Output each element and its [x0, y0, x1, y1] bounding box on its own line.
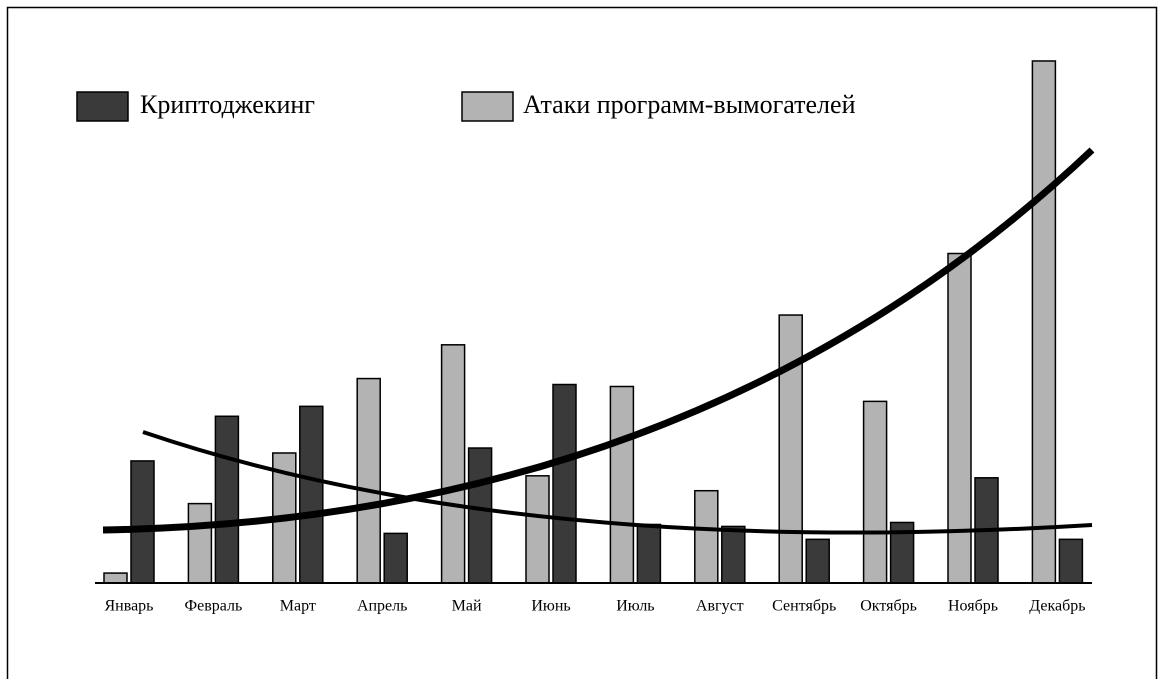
x-tick-label: Март — [280, 598, 316, 615]
legend-swatch — [461, 91, 514, 122]
legend-label: Криптоджекинг — [140, 90, 315, 119]
bar — [440, 344, 466, 584]
bar — [383, 532, 408, 584]
bar — [187, 502, 213, 584]
x-tick-label: Сентябрь — [772, 598, 836, 615]
bar — [805, 538, 830, 584]
x-tick-label: Ноябрь — [948, 598, 998, 615]
x-tick-label: Июнь — [531, 598, 570, 615]
frame — [6, 6, 1158, 679]
bars — [103, 60, 1084, 584]
bar — [214, 415, 240, 584]
bar — [1031, 60, 1057, 584]
trend-line — [142, 430, 1093, 535]
bar — [862, 400, 888, 584]
bar — [609, 385, 635, 584]
bar — [778, 314, 803, 584]
bar — [103, 572, 128, 584]
x-tick-label: Февраль — [184, 598, 242, 615]
bar — [299, 405, 324, 584]
bar — [694, 489, 719, 584]
bar — [525, 475, 550, 584]
legend-swatch — [76, 91, 129, 122]
bar — [552, 383, 577, 584]
legend-label: Атаки программ-вымогателей — [523, 90, 856, 119]
bar — [721, 525, 746, 584]
x-tick-label: Май — [452, 598, 482, 615]
bar — [636, 523, 662, 584]
x-tick-label: Октябрь — [860, 598, 917, 615]
x-tick-label: Август — [696, 598, 744, 615]
x-tick-label: Декабрь — [1029, 598, 1085, 615]
bar — [467, 447, 493, 584]
x-tick-label: Апрель — [357, 598, 408, 615]
bar — [130, 460, 155, 584]
bar — [1058, 538, 1084, 584]
x-tick-label: Январь — [105, 598, 154, 615]
x-tick-label: Июль — [616, 598, 654, 615]
bar — [356, 377, 381, 584]
trend-line — [102, 147, 1095, 534]
bar — [947, 252, 972, 584]
